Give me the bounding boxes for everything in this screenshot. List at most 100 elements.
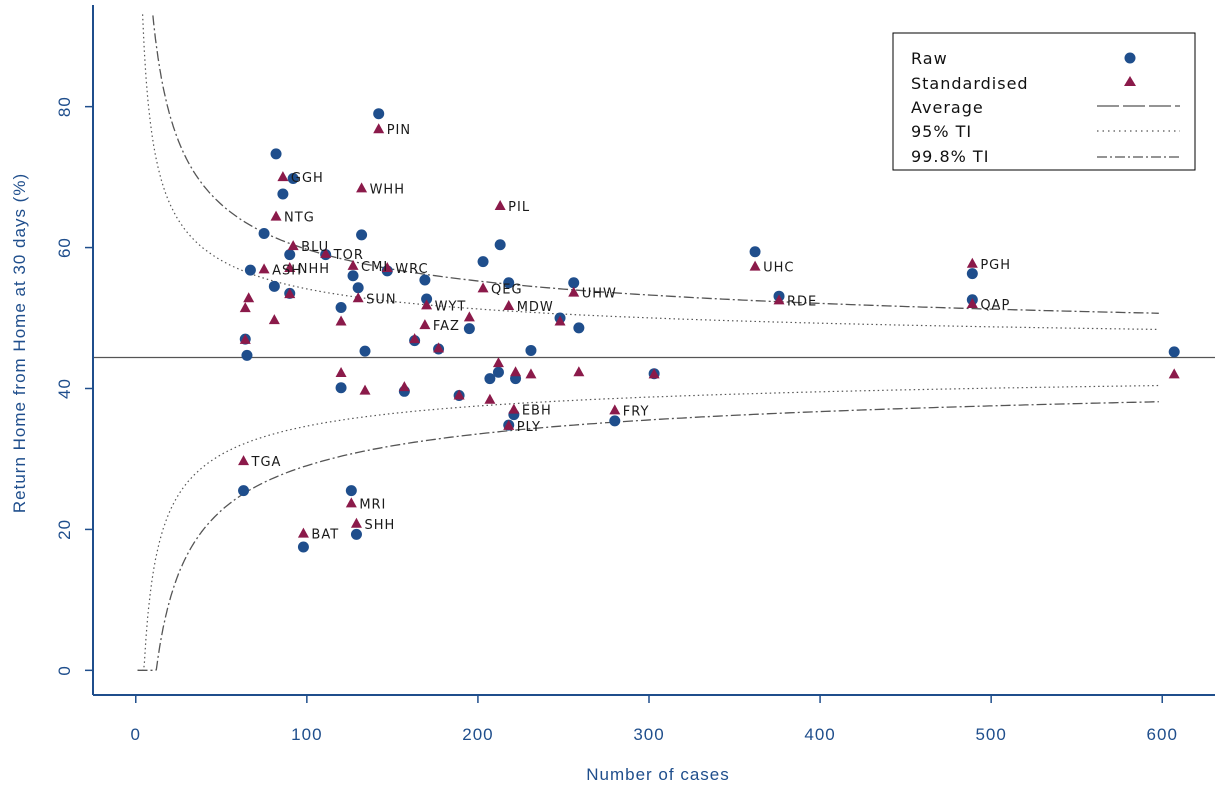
standardised-point bbox=[433, 342, 445, 353]
raw-point bbox=[494, 239, 506, 251]
point-label: PGH bbox=[980, 258, 1011, 273]
standardised-point bbox=[453, 389, 465, 400]
point-label: UHC bbox=[763, 261, 794, 276]
upper-998-ti-curve bbox=[152, 15, 1159, 314]
point-label: CMI bbox=[361, 260, 388, 275]
standardised-point bbox=[419, 319, 431, 330]
point-label: WRC bbox=[395, 262, 428, 277]
raw-point bbox=[503, 277, 515, 289]
point-label: SHH bbox=[364, 518, 395, 533]
point-label: ASH bbox=[272, 263, 302, 278]
raw-point bbox=[525, 344, 537, 356]
standardised-point bbox=[345, 497, 357, 508]
standardised-point bbox=[347, 259, 359, 270]
raw-point bbox=[419, 274, 431, 286]
standardised-point bbox=[494, 199, 506, 210]
legend-label-standardised: Standardised bbox=[911, 74, 1029, 93]
standardised-point bbox=[335, 366, 347, 377]
point-labels: TGA ASH NTG GGH NHH BLU BAT TOR MRI CMI SHH SUN WHH P… bbox=[251, 123, 1011, 543]
raw-point bbox=[268, 280, 280, 292]
raw-point bbox=[359, 345, 371, 357]
standardised-point bbox=[648, 368, 660, 379]
standardised-point bbox=[508, 403, 520, 414]
standardised-point bbox=[421, 299, 433, 310]
legend-marker-standardised bbox=[1124, 76, 1136, 86]
raw-point bbox=[573, 322, 585, 334]
standardised-point bbox=[749, 260, 761, 271]
raw-point bbox=[609, 415, 621, 427]
standardised-point bbox=[525, 368, 537, 379]
point-label: TGA bbox=[251, 455, 282, 470]
raw-point bbox=[373, 108, 385, 120]
standardised-point bbox=[335, 315, 347, 326]
raw-point bbox=[241, 349, 253, 361]
raw-point bbox=[287, 173, 299, 185]
point-label: BLU bbox=[301, 240, 329, 255]
standardised-point bbox=[966, 297, 978, 308]
raw-point bbox=[347, 270, 359, 282]
legend-box bbox=[892, 32, 1196, 171]
point-label: WHH bbox=[370, 182, 405, 197]
point-label: WYT bbox=[435, 299, 467, 314]
legend: Raw Standardised Average 95% TI 99.8% TI bbox=[892, 32, 1196, 171]
point-label: NTG bbox=[284, 211, 315, 226]
y-tick-label: 0 bbox=[55, 665, 74, 675]
raw-point bbox=[463, 323, 475, 335]
legend-label-95ti: 95% TI bbox=[911, 122, 972, 141]
point-label: GGH bbox=[291, 171, 324, 186]
standardised-point bbox=[243, 292, 255, 303]
raw-point bbox=[258, 227, 270, 239]
raw-point bbox=[350, 528, 362, 540]
standardised-point bbox=[510, 366, 522, 377]
standardised-point bbox=[568, 286, 580, 297]
standardised-point bbox=[284, 288, 296, 299]
point-label: FRY bbox=[623, 404, 650, 419]
standardised-point bbox=[373, 123, 385, 134]
standardised-point bbox=[239, 302, 251, 313]
standardised-point bbox=[609, 404, 621, 415]
standardised-point bbox=[573, 366, 585, 377]
raw-point bbox=[477, 256, 489, 268]
point-label: PIN bbox=[387, 123, 411, 138]
legend-label-998ti: 99.8% TI bbox=[911, 147, 989, 166]
raw-point bbox=[966, 268, 978, 280]
legend-marker-raw bbox=[1124, 52, 1136, 64]
standardised-point bbox=[409, 333, 421, 344]
y-tick-label: 60 bbox=[55, 237, 74, 258]
raw-point bbox=[244, 264, 256, 276]
standardised-point bbox=[554, 315, 566, 326]
point-label: MRI bbox=[359, 497, 386, 512]
raw-point bbox=[421, 293, 433, 305]
point-label: QEG bbox=[491, 282, 523, 297]
standardised-point bbox=[268, 314, 280, 325]
x-tick-label: 100 bbox=[291, 725, 322, 744]
y-tick-label: 20 bbox=[55, 519, 74, 540]
x-tick-label: 300 bbox=[633, 725, 664, 744]
point-label: NHH bbox=[298, 262, 330, 277]
raw-point bbox=[335, 382, 347, 394]
lower-95-ti-curve bbox=[137, 384, 1159, 671]
legend-label-raw: Raw bbox=[911, 49, 948, 68]
standardised-point bbox=[359, 384, 371, 395]
standardised-point bbox=[270, 210, 282, 221]
upper-95-ti-curve bbox=[142, 14, 1159, 330]
raw-point bbox=[284, 249, 296, 261]
x-tick-label: 200 bbox=[462, 725, 493, 744]
y-axis-title: Return Home from Home at 30 days (%) bbox=[10, 173, 29, 513]
raw-point bbox=[356, 229, 368, 241]
point-label: TOR bbox=[333, 248, 364, 263]
raw-point bbox=[297, 541, 309, 553]
x-tick-label: 500 bbox=[975, 725, 1006, 744]
x-axis-title: Number of cases bbox=[586, 765, 730, 784]
standardised-point bbox=[492, 357, 504, 368]
standardised-point bbox=[350, 517, 362, 528]
point-label: FAZ bbox=[433, 319, 460, 334]
point-label: UHW bbox=[582, 287, 617, 302]
raw-point bbox=[492, 366, 504, 378]
raw-point bbox=[238, 485, 250, 497]
point-label: BAT bbox=[311, 528, 339, 543]
standardised-point bbox=[284, 262, 296, 273]
axes: 0 100 200 300 400 500 600 0 20 40 60 80 bbox=[55, 5, 1215, 744]
x-tick-label: 600 bbox=[1147, 725, 1178, 744]
